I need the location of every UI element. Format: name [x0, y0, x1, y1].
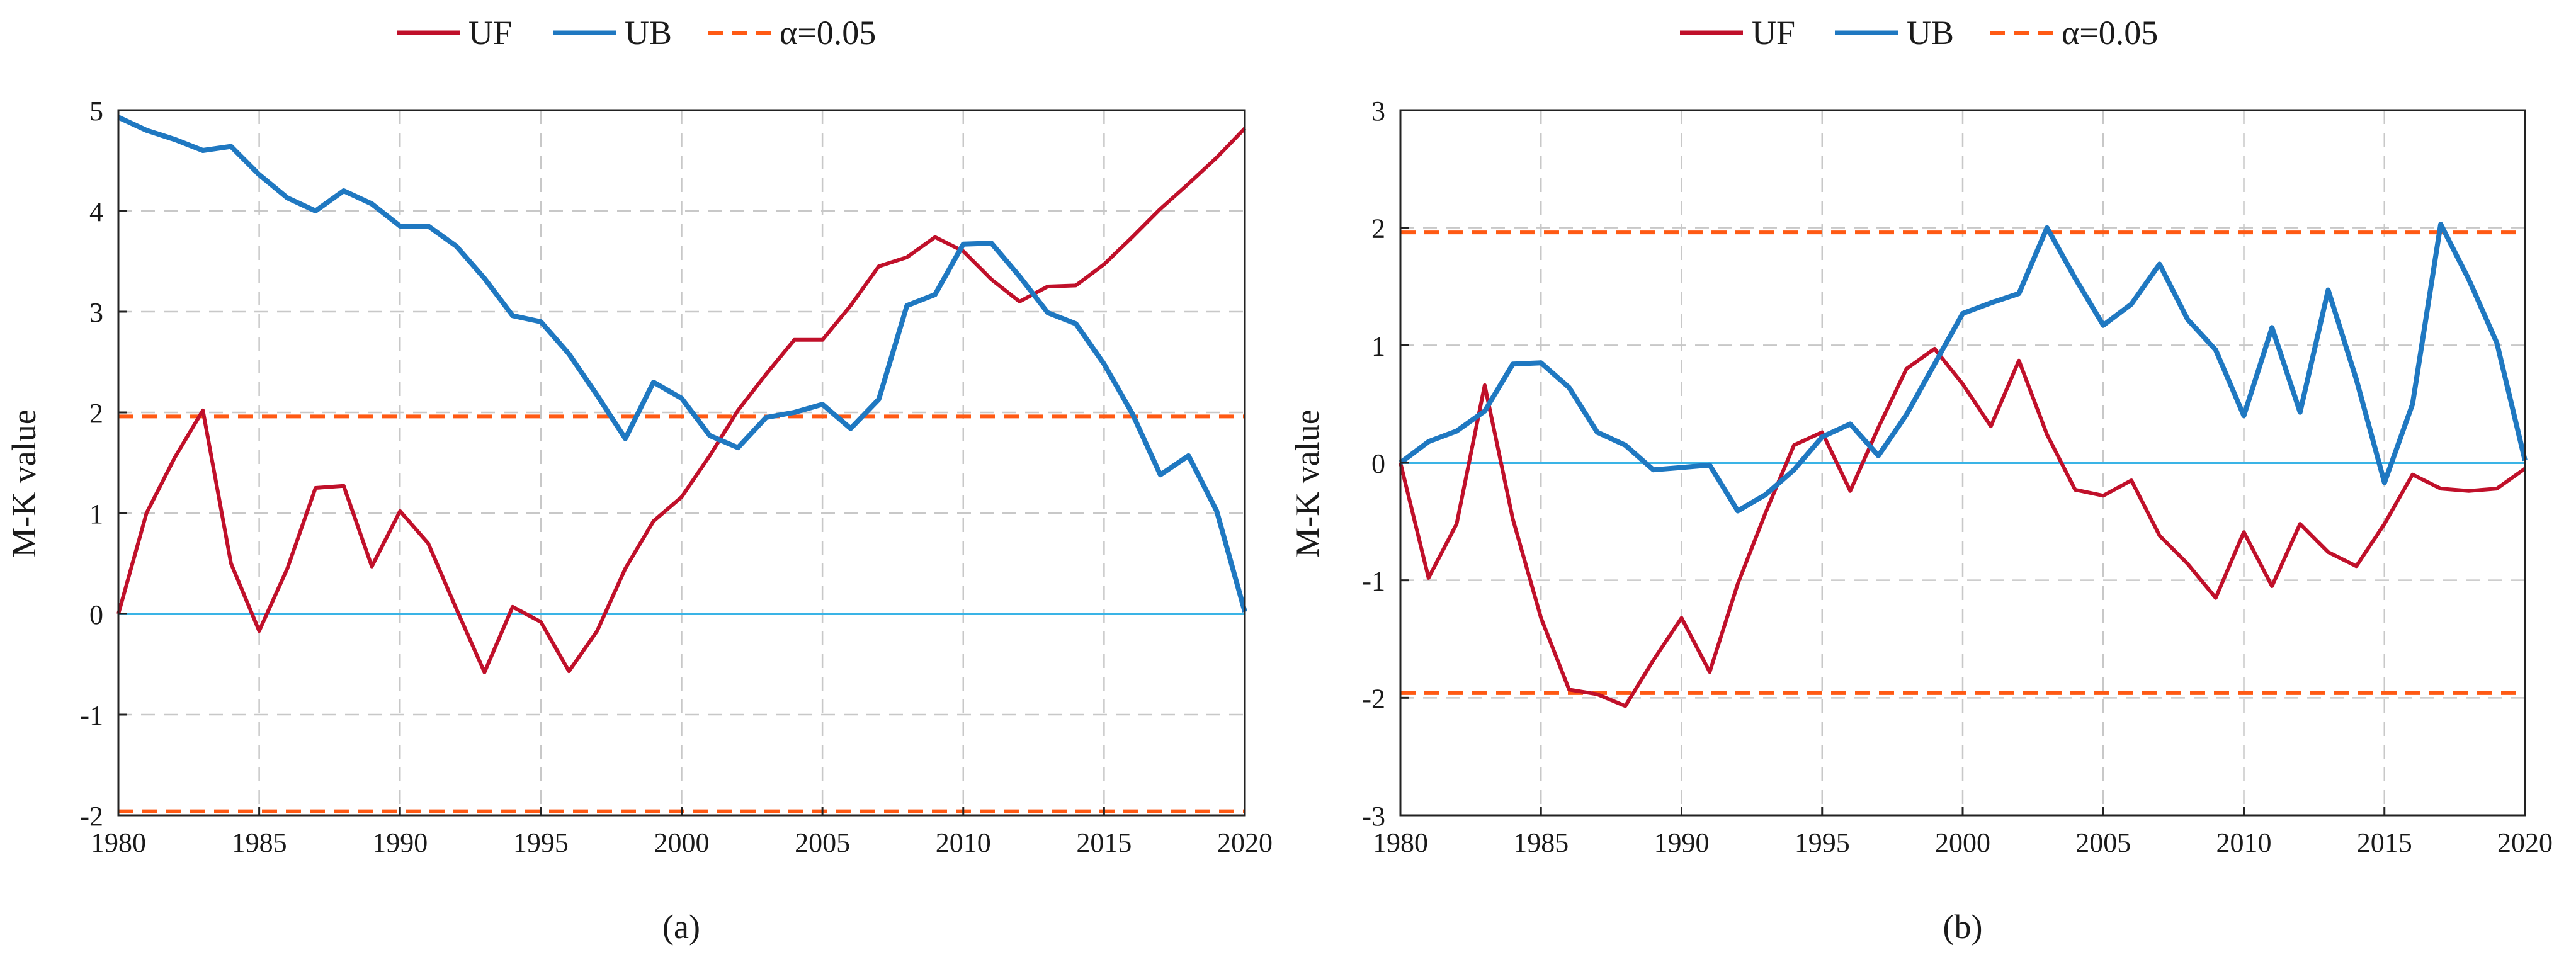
ytick-label-b-4: 1 [1371, 331, 1385, 361]
xtick-label-b-2000: 2000 [1935, 827, 1990, 858]
xtick-label-b-2020: 2020 [2497, 827, 2553, 858]
legend-b-alpha-label: α=0.05 [2062, 14, 2158, 52]
xtick-label-b-2010: 2010 [2216, 827, 2272, 858]
ytick-label-a-7: 5 [89, 96, 103, 127]
ytick-label-a-5: 3 [89, 297, 103, 328]
xtick-label-a-1980: 1980 [91, 827, 146, 858]
xtick-label-b-2015: 2015 [2357, 827, 2412, 858]
xtick-label-a-1995: 1995 [513, 827, 569, 858]
caption-a: (a) [662, 908, 700, 946]
xtick-label-b-1990: 1990 [1654, 827, 1710, 858]
xtick-label-b-1985: 1985 [1513, 827, 1569, 858]
ytick-label-a-3: 1 [89, 499, 103, 529]
series-ub-line-a [117, 115, 1247, 613]
xtick-label-a-2015: 2015 [1076, 827, 1132, 858]
ytick-label-a-0: -2 [80, 801, 103, 832]
legend-b-uf-label: UF [1752, 14, 1795, 52]
ytick-label-a-2: 0 [89, 599, 103, 630]
xtick-label-b-1995: 1995 [1795, 827, 1850, 858]
chart-panel-b: 1980 1985 1990 1995 2000 2005 2010 2015 2020 -3 -2… [1362, 96, 2553, 858]
ytick-label-b-2: -1 [1362, 566, 1385, 597]
legend-a-uf-label: UF [468, 14, 512, 52]
ytick-label-a-6: 4 [89, 196, 103, 227]
series-uf-line-b [1399, 346, 2526, 708]
legend-a-alpha-label: α=0.05 [780, 14, 876, 52]
xtick-label-a-2020: 2020 [1217, 827, 1273, 858]
legend-a: UF UB α=0.05 [397, 14, 876, 52]
legend-a-ub-label: UB [625, 14, 672, 52]
xtick-label-b-1980: 1980 [1373, 827, 1428, 858]
xtick-label-a-2010: 2010 [936, 827, 991, 858]
xtick-label-a-1990: 1990 [372, 827, 428, 858]
xtick-label-a-1985: 1985 [232, 827, 287, 858]
ytick-label-b-1: -2 [1362, 683, 1385, 714]
ytick-label-b-0: -3 [1362, 801, 1385, 832]
ytick-label-b-5: 2 [1371, 213, 1385, 244]
caption-b: (b) [1943, 908, 1983, 946]
ytick-label-b-6: 3 [1371, 96, 1385, 127]
xtick-label-a-2005: 2005 [795, 827, 850, 858]
legend-b: UF UB α=0.05 [1680, 14, 2158, 52]
ylabel-b: M-K value [1288, 409, 1326, 557]
ytick-label-a-4: 2 [89, 398, 103, 429]
legend-b-ub-label: UB [1907, 14, 1954, 52]
ytick-label-a-1: -1 [80, 700, 103, 731]
series-ub-line-b [1399, 222, 2528, 514]
chart-panel-a: 1980 1985 1990 1995 2000 2005 2010 2015 2020-2-1… [80, 96, 1273, 858]
series-uf-line-a [116, 127, 1247, 674]
xtick-label-b-2005: 2005 [2075, 827, 2131, 858]
ytick-label-b-3: 0 [1371, 448, 1385, 479]
xtick-label-a-2000: 2000 [654, 827, 710, 858]
ylabel-a: M-K value [5, 409, 43, 557]
